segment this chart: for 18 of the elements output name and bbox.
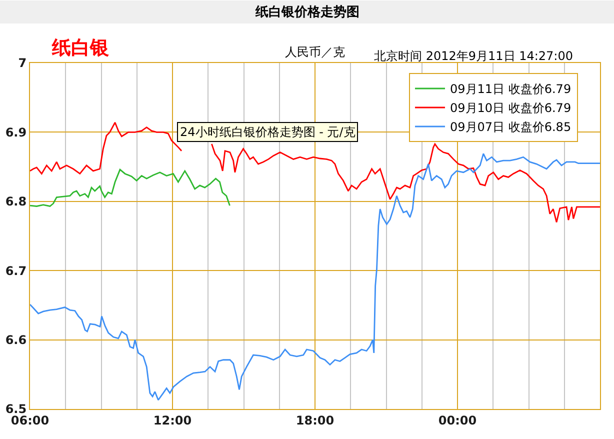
- annotation: 北京时间 2012年9月11日 14:27:00: [374, 49, 573, 63]
- x-tick-label: 12:00: [153, 413, 192, 428]
- annotation: 24小时纸白银价格走势图 - 元/克: [180, 125, 356, 139]
- chart-title: 纸白银价格走势图: [254, 4, 360, 20]
- y-tick-label: 7: [18, 56, 27, 70]
- line-series: [30, 152, 600, 401]
- y-tick-label: 6.9: [5, 125, 27, 140]
- x-tick-label: 18:00: [296, 413, 334, 428]
- chart-subtitle: 纸白银: [51, 37, 110, 59]
- y-tick-label: 6.7: [5, 264, 27, 278]
- y-axis-title: 人民币／克: [285, 45, 345, 59]
- y-tick-label: 6.6: [5, 333, 27, 347]
- x-tick-label: 00:00: [438, 413, 477, 428]
- legend-label: 09月10日 收盘价6.79: [450, 101, 572, 116]
- line-series: [30, 168, 230, 207]
- y-tick-label: 6.8: [5, 194, 27, 209]
- legend-label: 09月11日 收盘价6.79: [450, 82, 572, 96]
- legend-label: 09月07日 收盘价6.85: [450, 120, 572, 134]
